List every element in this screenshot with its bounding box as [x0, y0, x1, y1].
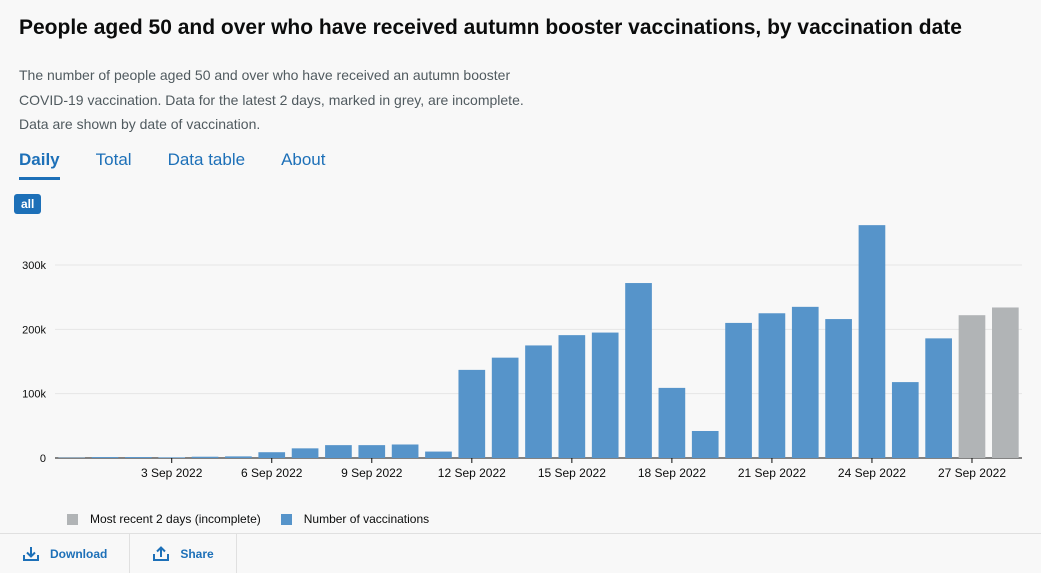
share-icon [152, 546, 170, 562]
legend-label-incomplete: Most recent 2 days (incomplete) [90, 512, 261, 526]
x-tick-label: 12 Sep 2022 [438, 466, 506, 480]
bar [792, 307, 819, 458]
bar [859, 225, 886, 458]
chart-title: People aged 50 and over who have receive… [19, 16, 962, 40]
x-tick-label: 21 Sep 2022 [738, 466, 806, 480]
x-tick-label: 15 Sep 2022 [538, 466, 606, 480]
footer-bar: Download Share [0, 533, 1041, 573]
y-tick-label: 0 [40, 453, 46, 465]
legend-swatch-incomplete [67, 514, 78, 525]
x-tick-label: 6 Sep 2022 [241, 466, 303, 480]
bar [825, 319, 852, 458]
x-tick-label: 3 Sep 2022 [141, 466, 203, 480]
bar [592, 333, 619, 458]
y-tick-label: 200k [22, 324, 46, 336]
x-tick-label: 27 Sep 2022 [938, 466, 1006, 480]
bar [559, 335, 586, 458]
x-tick-label: 9 Sep 2022 [341, 466, 403, 480]
legend-swatch-vaccinations [281, 514, 292, 525]
tab-data-table[interactable]: Data table [168, 150, 246, 180]
x-tick-label: 24 Sep 2022 [838, 466, 906, 480]
bar [358, 445, 385, 458]
filter-all-button[interactable]: all [14, 194, 41, 214]
bar [625, 283, 652, 458]
y-tick-label: 300k [22, 260, 46, 272]
tab-daily[interactable]: Daily [19, 150, 60, 180]
share-button[interactable]: Share [130, 534, 236, 573]
bar [425, 452, 452, 458]
bar [492, 358, 519, 458]
bar [892, 382, 919, 458]
bar [692, 431, 719, 458]
download-label: Download [50, 547, 107, 561]
bar [125, 457, 152, 458]
bar [392, 444, 419, 458]
description-line: COVID-19 vaccination. Data for the lates… [19, 92, 524, 108]
tab-bar: Daily Total Data table About [19, 150, 362, 180]
bar-chart: 0 100k 200k 300k 3 Sep 2022 6 Sep 2022 9 Sep 2… [0, 215, 1041, 505]
bar [458, 370, 485, 458]
tab-total[interactable]: Total [96, 150, 132, 180]
x-tick-label: 18 Sep 2022 [638, 466, 706, 480]
bar [725, 323, 752, 458]
chart-legend: Most recent 2 days (incomplete) Number o… [67, 512, 449, 526]
description-line: Data are shown by date of vaccination. [19, 116, 260, 132]
chart-description: The number of people aged 50 and over wh… [19, 63, 579, 137]
bar [959, 315, 986, 458]
bar [525, 345, 552, 458]
bar [158, 457, 185, 458]
share-label: Share [180, 547, 213, 561]
legend-label-vaccinations: Number of vaccinations [304, 512, 429, 526]
bar [192, 457, 219, 458]
bar [325, 445, 352, 458]
tab-about[interactable]: About [281, 150, 325, 180]
download-icon [22, 546, 40, 562]
description-line: The number of people aged 50 and over wh… [19, 67, 510, 83]
bar [258, 452, 285, 458]
bar [659, 388, 686, 458]
y-tick-label: 100k [22, 389, 46, 401]
download-button[interactable]: Download [0, 534, 130, 573]
bar [292, 448, 319, 458]
legend-item-vaccinations: Number of vaccinations [281, 512, 429, 526]
bar [759, 313, 786, 458]
legend-item-incomplete: Most recent 2 days (incomplete) [67, 512, 261, 526]
bar [925, 338, 952, 458]
bar [992, 307, 1019, 458]
bar [92, 457, 119, 458]
bar [225, 456, 252, 458]
